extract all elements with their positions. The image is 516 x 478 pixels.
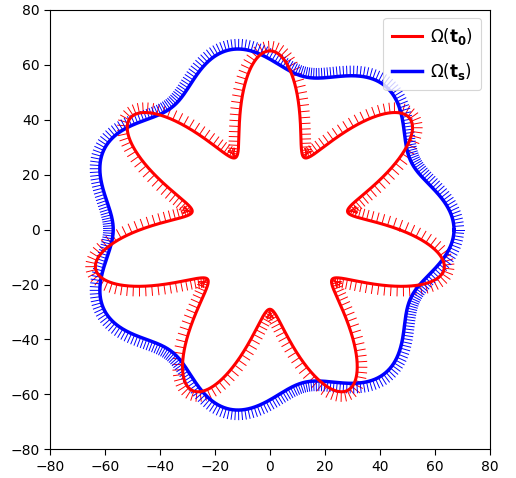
Legend: $\Omega(\mathbf{t_0})$, $\Omega(\mathbf{t_s})$: $\Omega(\mathbf{t_0})$, $\Omega(\mathbf{… bbox=[383, 18, 481, 90]
